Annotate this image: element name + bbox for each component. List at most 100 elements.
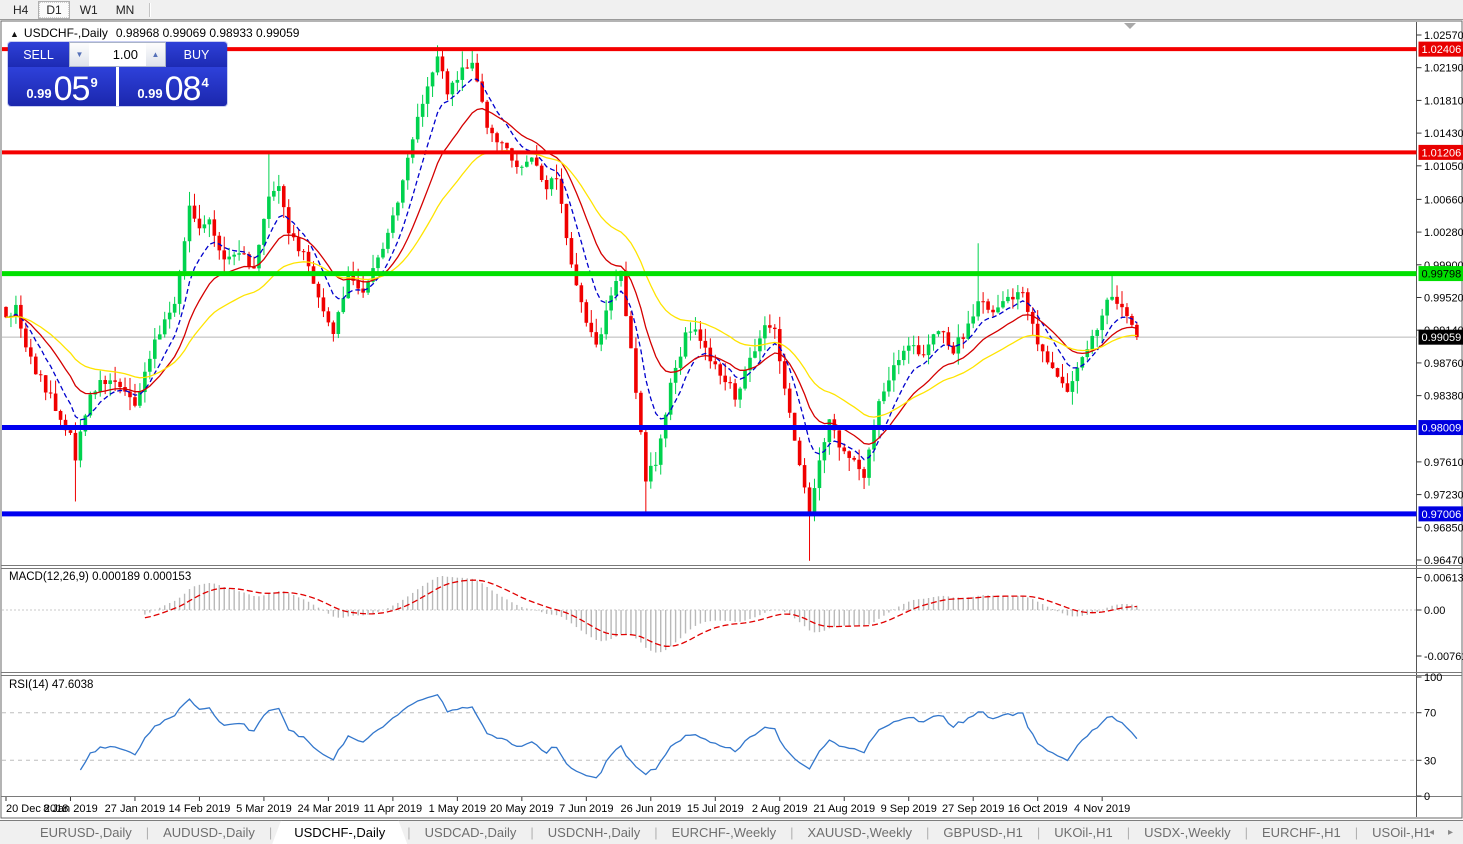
- candle-body: [455, 79, 460, 83]
- buy-button[interactable]: BUY: [166, 42, 227, 67]
- candle-body: [817, 460, 822, 489]
- sell-price-prefix: 0.99: [26, 86, 52, 101]
- candle-body: [703, 340, 708, 348]
- candle-body: [832, 419, 837, 431]
- candle-body: [589, 322, 594, 333]
- date-label: 9 Sep 2019: [881, 803, 937, 815]
- price-level-badge-bg: [1418, 266, 1463, 282]
- candle-body: [410, 139, 415, 158]
- candle-body: [43, 375, 48, 393]
- macd-tick-label: 0.00: [1424, 605, 1445, 617]
- tab-eurusd-daily[interactable]: EURUSD-,Daily: [40, 825, 132, 840]
- candle-body: [33, 356, 38, 375]
- candle-body: [415, 116, 420, 140]
- tab-divider: |: [790, 825, 794, 840]
- date-label: 7 Jun 2019: [559, 803, 613, 815]
- candle-body: [63, 419, 68, 431]
- candle-body: [207, 219, 212, 225]
- tab-ukoil-h1[interactable]: UKOil-,H1: [1054, 825, 1113, 840]
- candle-body: [167, 312, 172, 320]
- candle-body: [609, 295, 613, 311]
- tabs-scroll-left-icon[interactable]: ◂: [1428, 827, 1434, 838]
- candle-body: [936, 331, 941, 335]
- candle-body: [157, 334, 162, 340]
- tab-usdx-weekly[interactable]: USDX-,Weekly: [1144, 825, 1231, 840]
- volume-decrease-icon[interactable]: ▼: [70, 43, 89, 66]
- price-tick-label: 0.96470: [1424, 555, 1463, 567]
- candle-body: [420, 103, 425, 117]
- ma-line-slow: [6, 150, 1137, 418]
- chart-shift-icon[interactable]: [1124, 23, 1136, 29]
- candle-body: [38, 374, 43, 376]
- timeframe-button-mn[interactable]: MN: [115, 2, 135, 17]
- candle-body: [807, 487, 812, 513]
- candle-body: [901, 350, 906, 361]
- current-price-badge: 0.99059: [1422, 332, 1462, 344]
- tab-gbpusd-h1[interactable]: GBPUSD-,H1: [943, 825, 1023, 840]
- volume-input[interactable]: 1.00: [89, 43, 146, 66]
- tab-usoil-h1[interactable]: USOil-,H1: [1372, 825, 1431, 840]
- candle-body: [103, 380, 107, 385]
- date-label: 15 Jul 2019: [687, 803, 744, 815]
- timeframe-button-d1[interactable]: D1: [38, 0, 70, 19]
- price-level-badge-bg: [1418, 420, 1463, 436]
- candle-body: [951, 345, 956, 354]
- rsi-line: [79, 694, 1138, 779]
- candle-body: [708, 347, 713, 362]
- tab-usdchf-daily[interactable]: USDCHF-,Daily: [272, 820, 407, 844]
- price-tick-label: 0.97230: [1424, 490, 1463, 502]
- tabs-scroll-right-icon[interactable]: ▸: [1447, 827, 1453, 838]
- candle-body: [862, 469, 866, 478]
- candle-body: [381, 248, 385, 258]
- candle-body: [232, 254, 236, 257]
- tab-usdcnh-daily[interactable]: USDCNH-,Daily: [547, 825, 641, 840]
- candle-body: [192, 205, 197, 219]
- date-label: 4 Nov 2019: [1074, 803, 1130, 815]
- candle-body: [579, 285, 584, 303]
- ma-line-mid: [5, 107, 1138, 445]
- buy-price-big: 08: [164, 70, 202, 108]
- candle-body: [797, 440, 802, 466]
- macd-name: MACD(12,26,9): [9, 571, 89, 583]
- candle-body: [128, 391, 132, 398]
- candle-body: [946, 332, 951, 346]
- candle-body: [1040, 344, 1045, 352]
- tab-divider: |: [268, 825, 273, 840]
- candle-body: [634, 348, 638, 393]
- candle-body: [440, 56, 445, 72]
- volume-increase-icon[interactable]: ▲: [146, 43, 165, 66]
- candle-body: [872, 427, 876, 450]
- candle-body: [485, 101, 489, 128]
- candle-body: [768, 325, 772, 328]
- tab-divider: |: [407, 825, 411, 840]
- candle-body: [941, 331, 946, 333]
- candle-body: [148, 358, 152, 372]
- candle-body: [718, 364, 723, 376]
- sell-button[interactable]: SELL: [8, 42, 69, 67]
- candle-body: [644, 432, 648, 482]
- candle-body: [604, 310, 608, 335]
- timeframe-button-h4[interactable]: H4: [13, 2, 29, 17]
- chart-canvas[interactable]: 1.02570 1.02190 1.01810 1.01430 1.01050 1.006…: [0, 20, 1463, 820]
- date-label: 20 Dec 2018: [6, 803, 68, 815]
- candle-body: [1125, 307, 1129, 317]
- price-tick-label: 0.99520: [1424, 293, 1463, 305]
- candle-body: [1001, 301, 1005, 308]
- candle-body: [435, 56, 440, 73]
- tab-usdcad-daily[interactable]: USDCAD-,Daily: [424, 825, 517, 840]
- tab-eurchf-weekly[interactable]: EURCHF-,Weekly: [671, 825, 777, 840]
- rsi-tick-label: 70: [1424, 708, 1436, 720]
- tab-divider: |: [926, 825, 930, 840]
- tab-eurchf-h1[interactable]: EURCHF-,H1: [1262, 825, 1341, 840]
- candle-body: [966, 323, 971, 339]
- buy-quote[interactable]: 0.99 08 4: [119, 67, 227, 106]
- candle-body: [926, 344, 931, 356]
- sell-quote[interactable]: 0.99 05 9: [8, 67, 116, 106]
- candle-body: [281, 186, 286, 208]
- candle-body: [892, 365, 896, 381]
- chart-frame: [0, 20, 1463, 819]
- candle-body: [1075, 367, 1080, 382]
- tab-audusd-daily[interactable]: AUDUSD-,Daily: [163, 825, 255, 840]
- timeframe-button-w1[interactable]: W1: [79, 2, 98, 17]
- tab-xauusd-weekly[interactable]: XAUUSD-,Weekly: [807, 825, 913, 840]
